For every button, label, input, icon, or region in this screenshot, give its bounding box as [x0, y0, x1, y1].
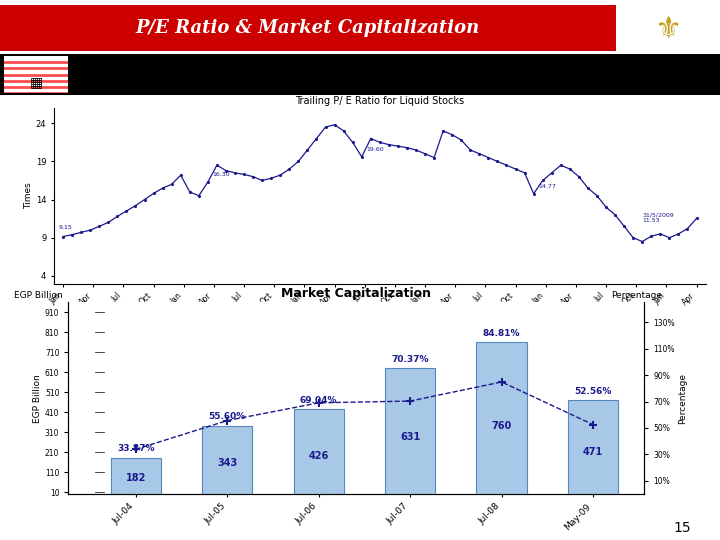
Text: 69.04%: 69.04% [300, 396, 338, 404]
Text: 343: 343 [217, 458, 238, 468]
Bar [294, 409, 344, 494]
Text: ⚜: ⚜ [654, 15, 682, 44]
Text: 182: 182 [125, 472, 146, 483]
Text: 84.81%: 84.81% [483, 329, 521, 338]
Text: 14.77: 14.77 [538, 184, 556, 188]
Text: Percentage: Percentage [611, 291, 662, 300]
Text: 52.56%: 52.56% [575, 387, 612, 396]
Text: 760: 760 [492, 421, 512, 431]
Bar [202, 426, 252, 494]
Text: 15: 15 [674, 521, 691, 535]
Bar [477, 342, 527, 494]
Text: 471: 471 [583, 447, 603, 457]
Text: 19.60: 19.60 [366, 147, 384, 152]
Text: 9.15: 9.15 [58, 225, 72, 230]
Text: P/E Ratio & Market Capitalization: P/E Ratio & Market Capitalization [135, 19, 480, 37]
Y-axis label: Percentage: Percentage [678, 373, 687, 424]
Text: 426: 426 [309, 451, 329, 461]
Y-axis label: EGP Billion: EGP Billion [33, 374, 42, 423]
Bar [111, 458, 161, 494]
Text: ▦: ▦ [30, 75, 42, 89]
Title: Trailing P/ E Ratio for Liquid Stocks: Trailing P/ E Ratio for Liquid Stocks [295, 96, 464, 106]
Text: 16.30: 16.30 [212, 172, 230, 177]
Text: Market Capitalization: Market Capitalization [282, 287, 431, 300]
Y-axis label: Times: Times [24, 183, 33, 209]
Text: 70.37%: 70.37% [392, 355, 429, 364]
Text: 33.87%: 33.87% [117, 444, 155, 454]
Text: 31/5/2009
11.53: 31/5/2009 11.53 [642, 213, 674, 224]
Text: 631: 631 [400, 433, 420, 442]
Bar [385, 368, 436, 494]
Text: 55.60%: 55.60% [209, 412, 246, 421]
Text: EGP Billion: EGP Billion [14, 291, 63, 300]
Bar [568, 400, 618, 494]
